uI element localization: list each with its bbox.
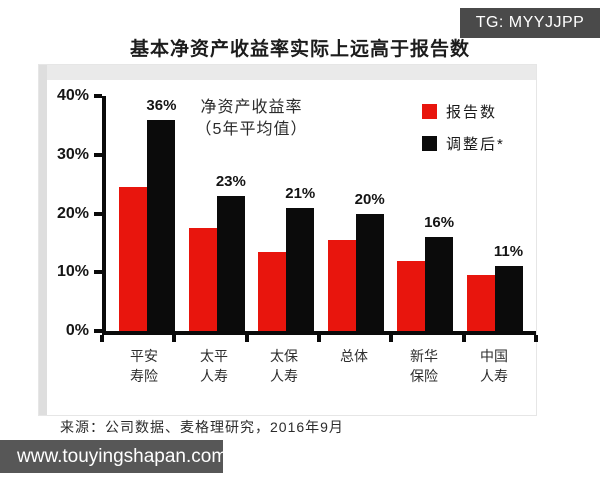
bar-group-5: 16% — [397, 214, 454, 331]
y-tick-40: 40% — [57, 86, 102, 106]
bar-value-label: 11% — [493, 243, 524, 261]
x-category-line2: 人寿 — [270, 368, 298, 385]
legend-label-adjusted: 调整后* — [446, 136, 505, 153]
x-category-line2: 人寿 — [200, 368, 228, 385]
telegram-watermark-badge: TG: MYYJJPP — [460, 8, 600, 38]
x-axis-labels: 平安 寿险 太平 人寿 太保 人寿 总体 新华 保险 中国 人寿 — [102, 346, 536, 387]
y-tick-mark — [94, 329, 102, 333]
bar-group-2: 23% — [188, 173, 246, 331]
bar-group-4: 20% — [327, 191, 385, 331]
bar-value-label: 20% — [354, 190, 385, 208]
x-tick-mark — [244, 335, 249, 342]
x-axis-ticks — [100, 335, 538, 342]
y-tick-mark — [94, 94, 102, 98]
annotation-line1: 净资产收益率 — [200, 99, 303, 116]
x-category-label-3: 太保 人寿 — [256, 346, 312, 387]
x-category-line2: 人寿 — [480, 368, 508, 385]
x-category-label-1: 平安 寿险 — [116, 346, 172, 387]
annotation-line2: （5年平均值） — [195, 120, 308, 138]
bar-value-label: 21% — [285, 184, 316, 202]
chart-annotation: 净资产收益率 （5年平均值） — [164, 97, 339, 140]
adjusted-bar-1 — [147, 119, 176, 331]
plot-area: 36% 23% 21% 20% 16% 11% — [102, 96, 536, 335]
bar-value-label: 16% — [424, 214, 455, 231]
reported-bar-2 — [188, 228, 217, 331]
x-category-line1: 平安 — [130, 348, 158, 364]
y-tick-mark — [94, 152, 102, 157]
x-tick-mark — [172, 335, 177, 342]
x-category-line1: 新华 — [410, 348, 438, 364]
x-tick-mark — [317, 335, 321, 342]
reported-bar-5 — [397, 260, 426, 331]
x-category-line2: 寿险 — [130, 368, 158, 385]
y-tick-30: 30% — [57, 145, 102, 165]
y-tick-label: 30% — [56, 145, 89, 163]
legend-item-adjusted: 调整后* — [422, 133, 505, 154]
legend-item-reported: 报告数 — [422, 101, 505, 122]
chart-legend: 报告数 调整后* — [422, 101, 505, 165]
reported-bar-3 — [258, 251, 287, 331]
y-tick-10: 10% — [57, 262, 102, 282]
adjusted-bar-3 — [286, 207, 315, 331]
reported-bar-6 — [466, 275, 495, 331]
bar-group-6: 11% — [466, 243, 523, 331]
x-category-line1: 中国 — [480, 348, 508, 364]
adjusted-bar-4 — [355, 213, 384, 331]
x-category-label-5: 新华 保险 — [396, 346, 452, 387]
y-tick-mark — [94, 270, 102, 275]
frame-left-band — [39, 65, 47, 415]
x-tick-mark — [461, 335, 466, 342]
x-category-label-4: 总体 — [326, 346, 382, 387]
chart-frame: 净资产收益率 （5年平均值） 报告数 调整后* 0% 10% 20% 30% 40% 3… — [38, 64, 538, 416]
y-tick-label: 20% — [56, 204, 89, 222]
y-tick-0: 0% — [66, 321, 102, 341]
bar-group-1: 36% — [119, 97, 176, 331]
source-note: 来源：公司数据、麦格理研究，2016年9月 — [60, 419, 344, 435]
y-tick-label: 40% — [56, 87, 89, 104]
reported-bar-4 — [327, 239, 356, 331]
reported-bar-1 — [119, 187, 148, 331]
y-tick-label: 10% — [56, 263, 89, 281]
x-category-line1: 太保 — [270, 348, 298, 364]
y-axis: 0% 10% 20% 30% 40% — [45, 87, 102, 339]
adjusted-swatch-icon — [422, 136, 437, 151]
bar-value-label: 36% — [146, 96, 177, 114]
x-tick-mark — [389, 335, 394, 342]
x-category-label-6: 中国 人寿 — [466, 346, 522, 387]
y-tick-label: 0% — [65, 322, 89, 339]
frame-top-band — [39, 65, 536, 80]
adjusted-bar-5 — [425, 237, 454, 331]
x-category-line2: 保险 — [410, 368, 438, 385]
legend-label-reported: 报告数 — [446, 104, 498, 121]
y-tick-mark — [94, 211, 102, 216]
adjusted-bar-2 — [216, 195, 245, 331]
x-category-line1: 太平 — [200, 348, 228, 364]
bar-value-label: 23% — [215, 172, 246, 190]
x-tick-mark — [100, 335, 104, 342]
adjusted-bar-6 — [494, 266, 523, 331]
x-category-line1: 总体 — [340, 348, 368, 364]
chart-title: 基本净资产收益率实际上远高于报告数 — [129, 39, 470, 60]
reported-swatch-icon — [422, 104, 437, 119]
x-tick-mark — [534, 335, 538, 342]
x-category-label-2: 太平 人寿 — [186, 346, 242, 387]
bar-group-3: 21% — [258, 185, 315, 331]
website-watermark-bar: www.touyingshapan.com — [0, 440, 227, 473]
y-tick-20: 20% — [57, 204, 102, 224]
